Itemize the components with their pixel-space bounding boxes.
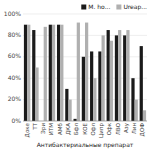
bar <box>93 78 96 121</box>
y-tick-label: 80% <box>8 31 22 38</box>
x-tick-label: Бфл <box>73 123 80 135</box>
bar <box>24 25 27 121</box>
chart: 0% 20% 40% 60% 80% 100% ДокеТТЭриИТМАМбДКАБфлК… <box>0 0 150 150</box>
x-tick-label: Ципр <box>98 122 105 137</box>
bar <box>118 30 121 121</box>
bar <box>131 78 134 121</box>
bar <box>90 51 93 121</box>
bar <box>85 23 88 121</box>
bar <box>110 41 113 121</box>
y-tick-label: 60% <box>8 52 22 59</box>
legend-swatch <box>81 5 86 10</box>
bar <box>49 25 52 121</box>
bar <box>57 25 60 121</box>
bar <box>68 100 71 121</box>
bar <box>140 46 143 121</box>
x-tick-label: АМб <box>57 122 63 135</box>
grid-line <box>23 14 147 15</box>
bar <box>44 27 47 121</box>
bar <box>52 25 55 121</box>
bar <box>32 30 35 121</box>
bar <box>143 110 146 121</box>
y-tick-label: 100% <box>4 10 21 17</box>
x-tick-label: ЛВО <box>115 122 121 135</box>
bar <box>115 35 118 121</box>
y-tick-label: 20% <box>8 95 22 102</box>
bar <box>82 57 85 121</box>
bar <box>74 119 77 121</box>
bar <box>98 51 101 121</box>
bar <box>123 35 126 121</box>
x-axis-label: Антибактериальные препарат <box>37 141 134 149</box>
bar <box>126 30 129 121</box>
bar <box>107 30 110 121</box>
x-tick-label: ДОФ <box>139 123 145 137</box>
y-tick-label: 40% <box>8 74 22 81</box>
x-tick-label: Доке <box>24 122 30 137</box>
legend-swatch <box>116 5 121 10</box>
bar <box>102 35 105 121</box>
x-axis <box>23 121 147 122</box>
bar <box>135 100 138 121</box>
x-tick-label: Азу <box>123 122 130 133</box>
x-tick-label: Офл <box>90 123 97 136</box>
legend-label: Ureap... <box>123 3 147 11</box>
bar <box>77 23 80 121</box>
x-tick-label: ДКА <box>65 123 71 135</box>
x-tick-label: Офк <box>106 122 113 135</box>
y-tick-label: 0% <box>11 117 21 124</box>
legend-label: M. ho... <box>88 3 110 10</box>
x-tick-label: Эри <box>40 123 47 134</box>
bar <box>65 89 68 121</box>
bar <box>35 68 38 122</box>
legend: M. ho... Ureap... <box>81 3 147 11</box>
bars <box>24 23 146 121</box>
bar <box>60 25 63 121</box>
x-tick-label: КОЕ <box>82 122 88 134</box>
x-tick-label: ТТ <box>32 122 38 130</box>
x-tick-label: ИТМ <box>48 123 54 135</box>
x-tick-label: Лин <box>131 123 137 135</box>
bar <box>27 25 30 121</box>
